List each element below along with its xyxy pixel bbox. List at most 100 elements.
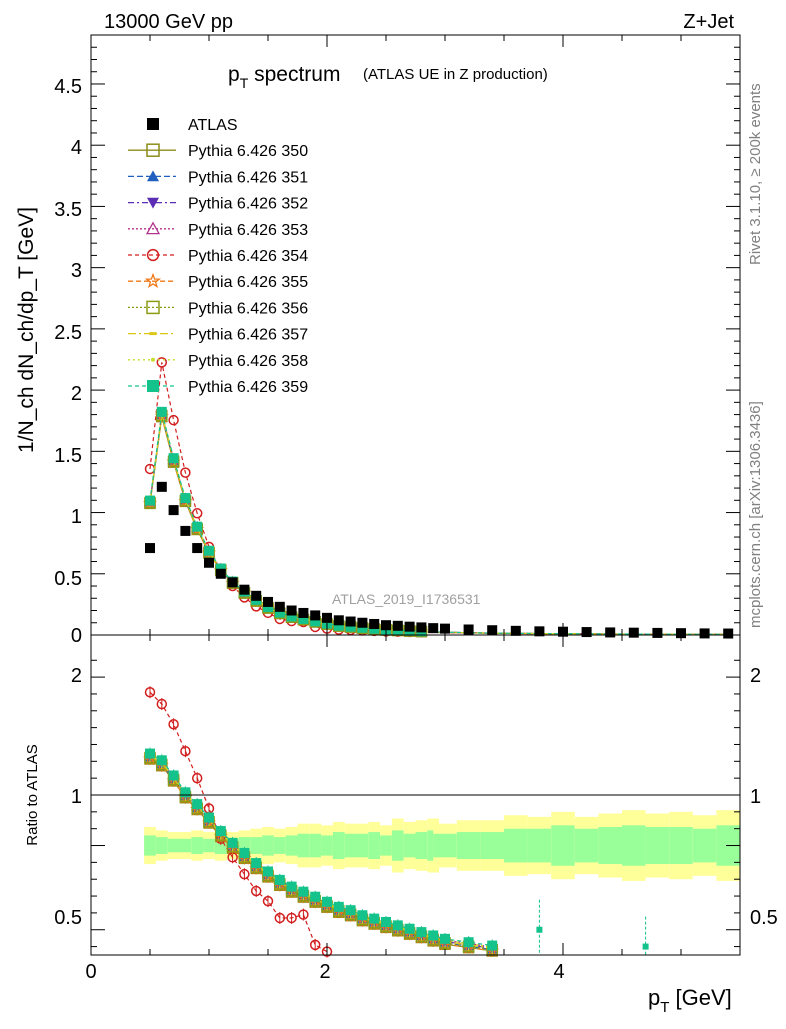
plot-subtitle: (ATLAS UE in Z production) (363, 66, 548, 83)
legend-marker (145, 221, 161, 235)
legend-marker (147, 170, 159, 182)
x-axis-label: pT [GeV] (648, 985, 732, 1016)
atlas-data-point (652, 627, 663, 638)
atlas-data-point (239, 584, 250, 595)
band-inner-bin (321, 835, 333, 856)
mc-ratio-point (191, 772, 203, 784)
mc-ratio-point (357, 910, 368, 921)
mc-ratio-point (192, 799, 203, 810)
mc-ratio-point (227, 837, 238, 848)
mc-359-tail-point (642, 943, 649, 950)
mc-point (298, 613, 309, 624)
mc-ratio-point (463, 937, 474, 948)
legend-entry: Pythia 6.426 357 (128, 327, 308, 344)
mc-ratio-point (156, 698, 168, 710)
mc-ratio-point (156, 755, 167, 766)
legend-label: Pythia 6.426 353 (188, 222, 308, 239)
band-inner-bin (645, 827, 670, 865)
atlas-data-point (416, 622, 427, 633)
legend-entry: Pythia 6.426 351 (128, 169, 308, 186)
mc-ratio-point (487, 940, 498, 951)
mc-ratio-point (322, 896, 332, 907)
ratio-tick-label-right: 0.5 (750, 907, 778, 929)
mc-point (204, 545, 214, 556)
atlas-data-point (428, 623, 439, 634)
y-tick-label: 0 (71, 625, 82, 647)
x-tick-labels: 0 2 4 (85, 961, 564, 983)
atlas-data-point (298, 607, 309, 618)
mc-ratio-curve (149, 691, 328, 953)
atlas-data-point (204, 557, 214, 568)
legend-label: Pythia 6.426 355 (188, 274, 308, 291)
y-axis-label: 1/N_ch dN_ch/dp_T [GeV] (15, 207, 38, 453)
legend-label: Pythia 6.426 350 (188, 143, 308, 160)
band-inner-bin (297, 833, 310, 858)
mc-ratio-point (298, 886, 309, 897)
legend-entry: Pythia 6.426 355 (128, 272, 308, 291)
atlas-data-point (723, 628, 734, 639)
legend-marker (147, 380, 159, 392)
band-inner-bin (403, 833, 416, 858)
legend-entry: Pythia 6.426 354 (128, 248, 308, 265)
mc-ratio-curve (149, 754, 493, 948)
mc-ratio-curve (149, 755, 493, 949)
mc-ratio-point (145, 748, 155, 759)
mc-ratio-point (144, 687, 156, 698)
y-tick-label: 3.5 (54, 199, 82, 221)
legend-marker (144, 272, 162, 289)
legend-label: ATLAS (188, 117, 238, 134)
mc-ratio-point (428, 930, 439, 941)
mc-point (263, 602, 273, 613)
mc-point (145, 495, 155, 506)
mc-point (180, 493, 191, 504)
atlas-data-point (145, 543, 155, 554)
mc-point (333, 620, 344, 631)
atlas-data-point (357, 617, 368, 628)
mc-ratio-point (274, 874, 285, 885)
band-inner-bin (692, 828, 717, 863)
legend-marker (146, 300, 160, 315)
atlas-data-point (628, 627, 639, 638)
x-tick-label: 4 (553, 961, 564, 983)
mc-point (156, 357, 168, 368)
band-inner-bin (250, 837, 263, 854)
atlas-data-point (168, 505, 179, 516)
mc-point (168, 414, 179, 426)
mc-ratio-point (251, 858, 262, 869)
mc-point (357, 622, 368, 633)
mc-ratio-point (310, 891, 321, 902)
band-inner-bin (191, 837, 204, 854)
band-inner-bin (504, 828, 528, 863)
legend-marker (146, 248, 160, 262)
atlas-data-point (310, 610, 321, 621)
atlas-data-point (333, 615, 344, 626)
mc-ratio-point (404, 923, 415, 934)
y-tick-label: 4 (71, 137, 82, 159)
mc-ratio-point (333, 901, 344, 912)
atlas-data-point (156, 481, 167, 492)
band-inner-bin (598, 827, 622, 865)
mc-point (286, 611, 297, 622)
ratio-tick-label-right: 2 (750, 665, 761, 687)
band-inner-bin (380, 835, 392, 856)
atlas-data-point (699, 628, 710, 639)
mc-point (192, 521, 203, 532)
atlas-data-point (534, 626, 545, 637)
atlas-data-point (381, 620, 391, 631)
mc-ratio-point (286, 912, 297, 924)
watermark: ATLAS_2019_I1736531 (332, 591, 481, 607)
legend-marker (146, 143, 160, 157)
legend-marker (147, 197, 159, 209)
x-tick-label: 2 (319, 961, 330, 983)
atlas-data-point (180, 525, 191, 536)
band-inner-bin (214, 837, 227, 854)
mc-point (345, 621, 356, 632)
ratio-tick-label: 1 (71, 786, 82, 808)
atlas-data-point (215, 568, 226, 579)
ratio-tick-label: 0.5 (54, 907, 82, 929)
atlas-data-point (440, 623, 450, 634)
band-inner-bin (144, 835, 156, 856)
atlas-data-point (251, 590, 262, 601)
band-inner-bin (574, 828, 599, 863)
band-inner-bin (480, 832, 504, 859)
